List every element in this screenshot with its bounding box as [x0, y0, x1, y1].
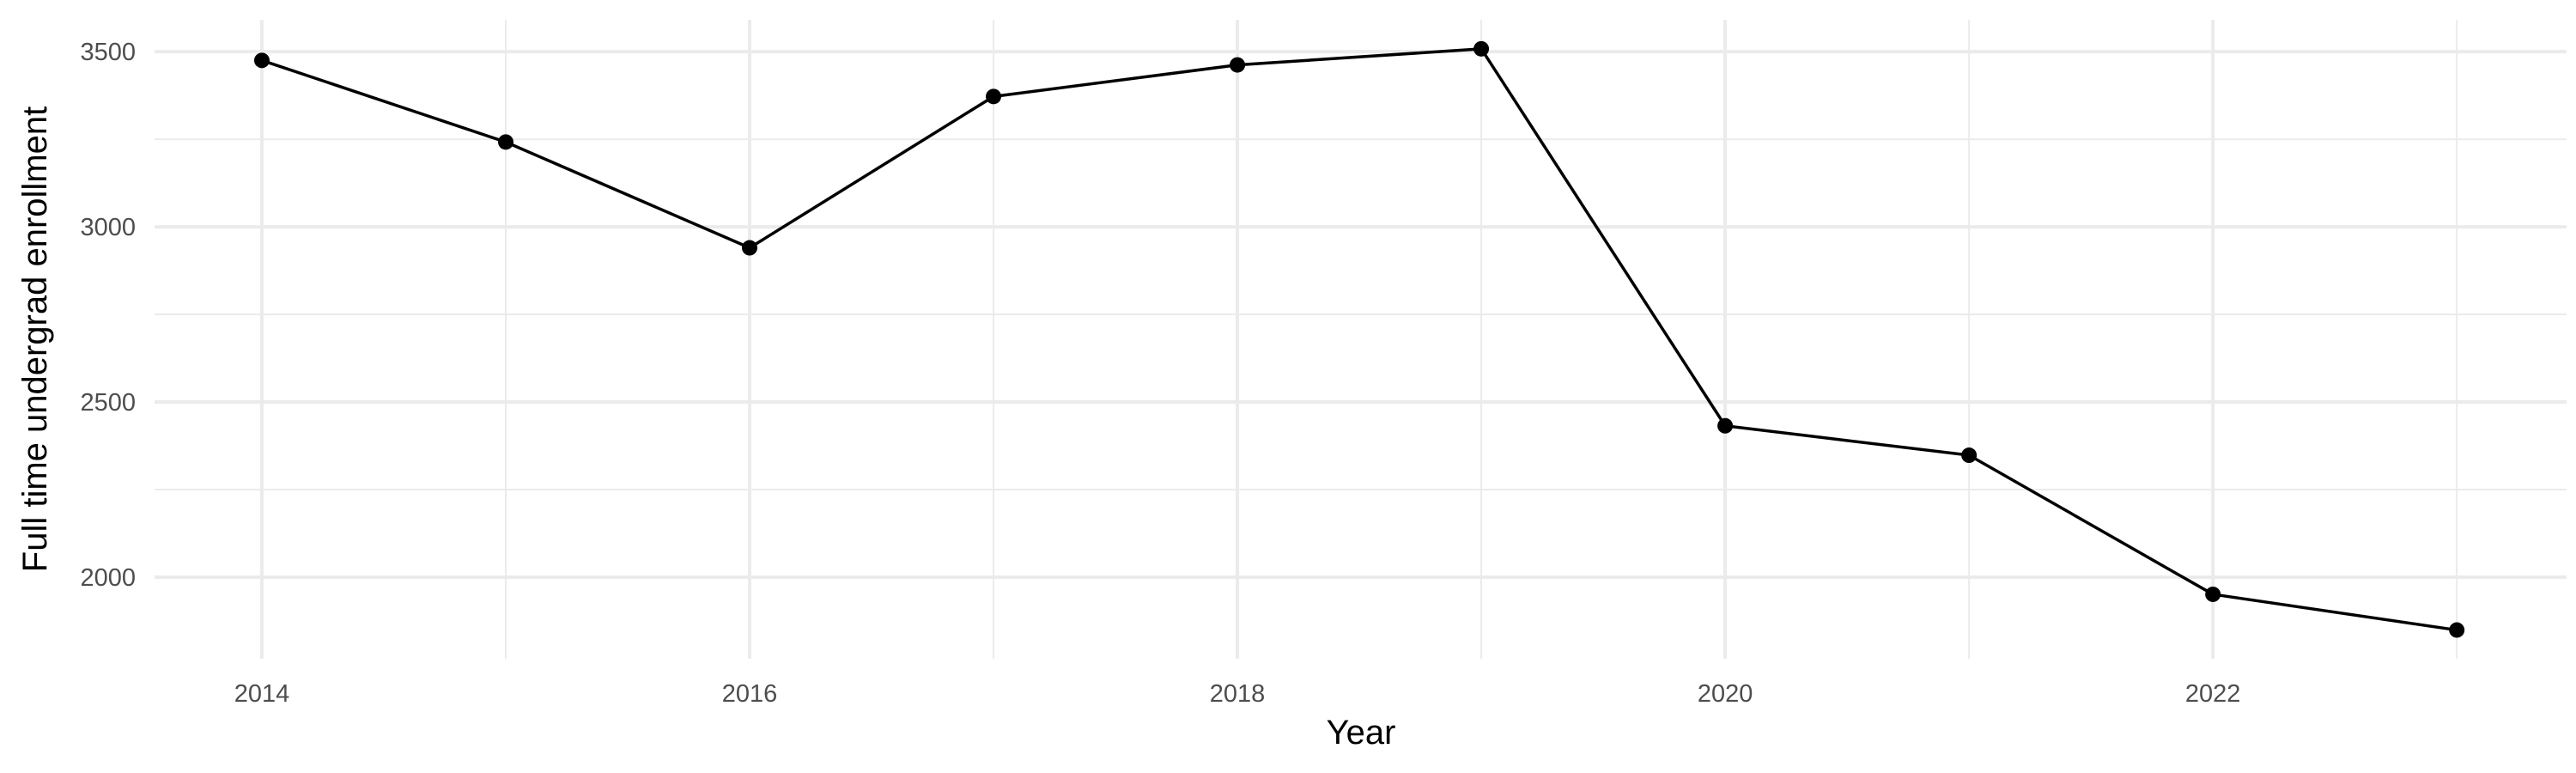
data-point [2449, 622, 2465, 638]
y-tick-label: 2000 [80, 564, 136, 592]
y-tick-label: 2500 [80, 389, 136, 417]
data-point [253, 52, 270, 69]
y-tick-label: 3500 [80, 39, 136, 66]
x-tick-label: 2020 [1698, 680, 1753, 708]
data-point [497, 134, 513, 150]
data-point [2205, 586, 2221, 602]
x-axis-title: Year [1327, 714, 1396, 752]
series-line [261, 47, 2458, 632]
data-point [986, 88, 1002, 105]
y-tick-label: 3000 [80, 214, 136, 241]
data-point [1717, 417, 1734, 434]
series-line-group [253, 40, 2465, 638]
grid [155, 20, 2567, 659]
data-point [1230, 57, 1246, 73]
x-tick-label: 2014 [234, 680, 290, 708]
x-tick-label: 2016 [722, 680, 778, 708]
y-axis-ticks: 2000 2500 3000 3500 [80, 39, 136, 592]
data-point [1473, 40, 1490, 57]
data-point [1961, 447, 1978, 464]
x-axis-ticks: 2014 2016 2018 2020 2022 [234, 680, 2241, 708]
y-axis-title: Full time undergrad enrollment [16, 107, 54, 572]
x-tick-label: 2018 [1210, 680, 1266, 708]
data-point [742, 240, 758, 256]
x-tick-label: 2022 [2185, 680, 2241, 708]
